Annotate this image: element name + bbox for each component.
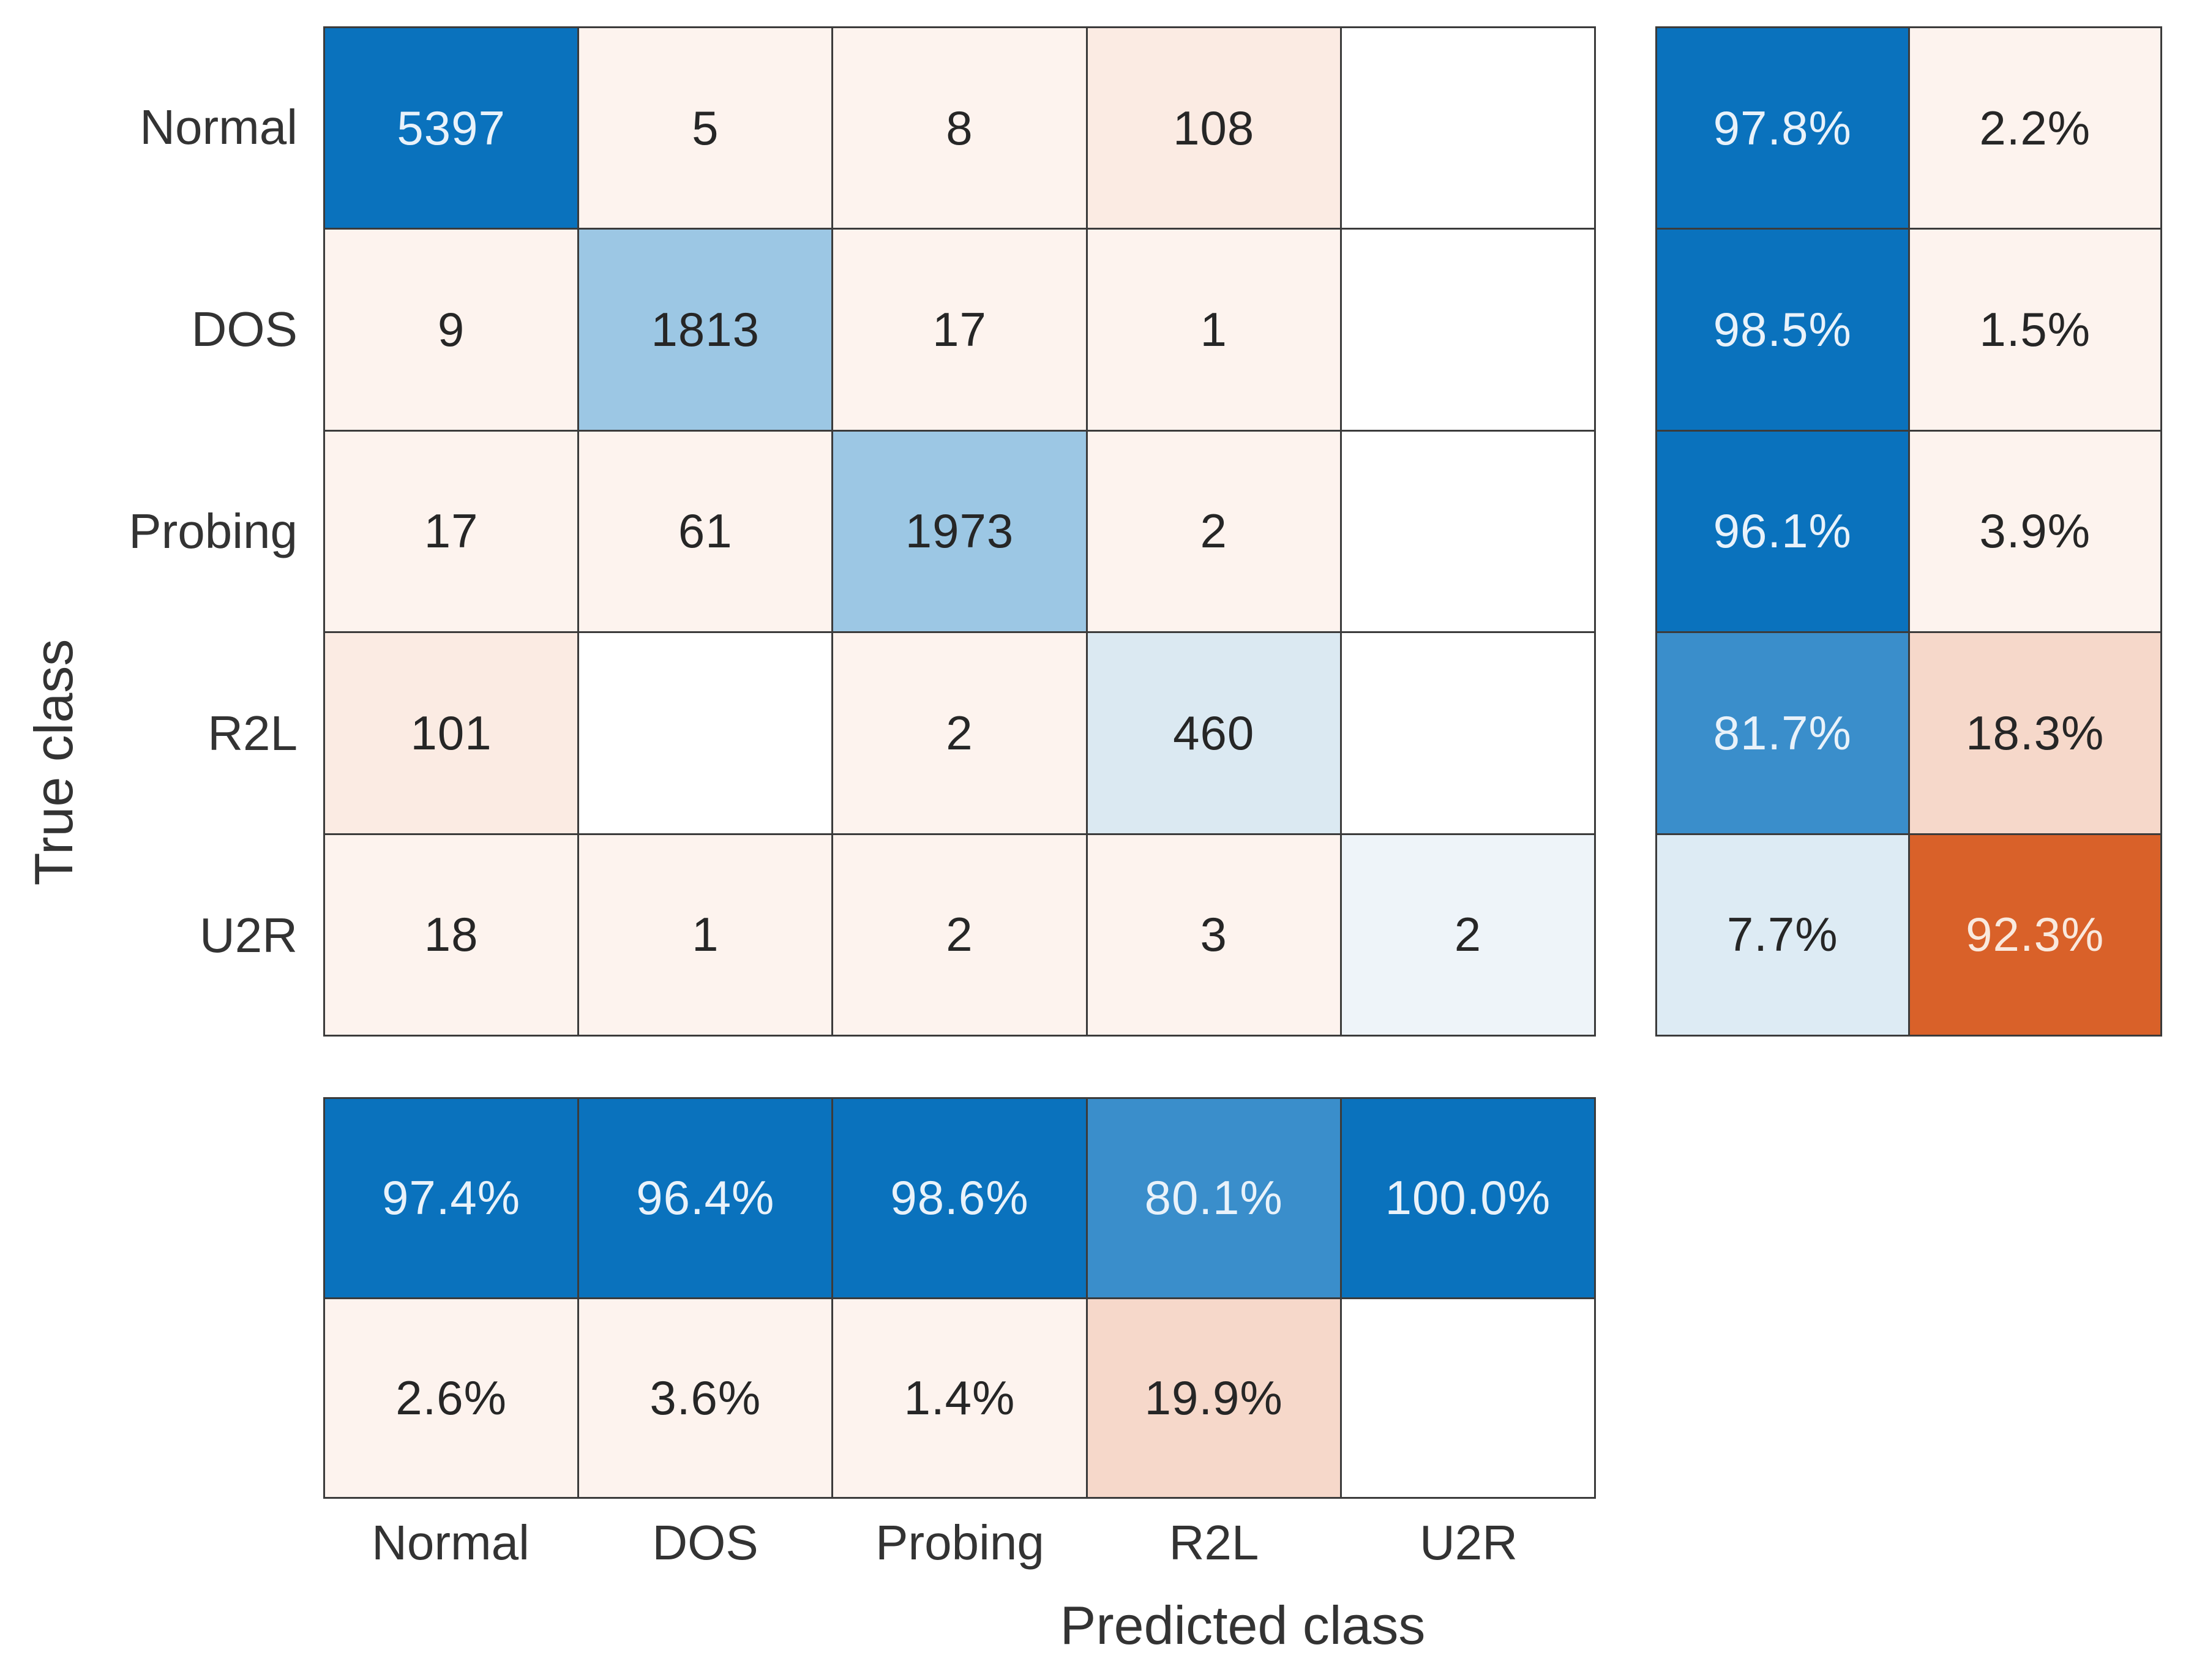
matrix-cell: 101 (325, 633, 580, 835)
matrix-cell: 1973 (833, 431, 1088, 634)
col-label-u2r: U2R (1419, 1515, 1518, 1570)
col-label-r2l: R2L (1169, 1515, 1259, 1570)
col-summary-cell: 3.6% (579, 1299, 834, 1499)
matrix-cell (1341, 431, 1596, 634)
column-summary-grid: 97.4% 96.4% 98.6% 80.1% 100.0% 2.6% 3.6%… (323, 1097, 1596, 1499)
col-summary-cell: 97.4% (325, 1099, 580, 1299)
matrix-cell: 2 (1087, 431, 1342, 634)
row-summary-cell: 98.5% (1657, 230, 1910, 432)
matrix-cell: 1 (1087, 230, 1342, 432)
matrix-cell (579, 633, 834, 835)
x-axis-label: Predicted class (1060, 1595, 1426, 1656)
matrix-cell: 5 (579, 28, 834, 230)
row-summary-cell: 18.3% (1909, 633, 2162, 835)
col-summary-cell: 80.1% (1087, 1099, 1342, 1299)
matrix-cell: 17 (833, 230, 1088, 432)
col-label-dos: DOS (652, 1515, 758, 1570)
matrix-cell: 8 (833, 28, 1088, 230)
col-summary-cell (1341, 1299, 1596, 1499)
row-summary-cell: 97.8% (1657, 28, 1910, 230)
col-summary-cell: 2.6% (325, 1299, 580, 1499)
row-summary-cell: 3.9% (1909, 431, 2162, 634)
matrix-cell: 61 (579, 431, 834, 634)
matrix-cell: 1813 (579, 230, 834, 432)
col-label-probing: Probing (875, 1515, 1044, 1570)
col-summary-cell: 1.4% (833, 1299, 1088, 1499)
matrix-cell: 2 (1341, 834, 1596, 1037)
row-label-probing: Probing (129, 504, 298, 558)
matrix-cell: 2 (833, 633, 1088, 835)
col-label-normal: Normal (372, 1515, 530, 1570)
matrix-cell: 17 (325, 431, 580, 634)
row-summary-cell: 92.3% (1909, 834, 2162, 1037)
matrix-cell: 5397 (325, 28, 580, 230)
matrix-cell: 1 (579, 834, 834, 1037)
col-summary-cell: 98.6% (833, 1099, 1088, 1299)
matrix-cell: 9 (325, 230, 580, 432)
row-summary-cell: 1.5% (1909, 230, 2162, 432)
row-label-normal: Normal (140, 100, 298, 154)
row-label-u2r: U2R (199, 908, 298, 962)
matrix-cell (1341, 230, 1596, 432)
row-summary-cell: 96.1% (1657, 431, 1910, 634)
matrix-cell: 3 (1087, 834, 1342, 1037)
col-summary-cell: 96.4% (579, 1099, 834, 1299)
row-label-dos: DOS (191, 302, 298, 356)
col-summary-cell: 100.0% (1341, 1099, 1596, 1299)
matrix-cell: 460 (1087, 633, 1342, 835)
matrix-cell: 108 (1087, 28, 1342, 230)
row-summary-cell: 7.7% (1657, 834, 1910, 1037)
matrix-cell (1341, 633, 1596, 835)
row-summary-grid: 97.8% 2.2% 98.5% 1.5% 96.1% 3.9% 81.7% 1… (1655, 26, 2162, 1037)
confusion-matrix-grid: 5397 5 8 108 9 1813 17 1 17 61 1973 2 10… (323, 26, 1596, 1037)
matrix-cell: 2 (833, 834, 1088, 1037)
matrix-cell (1341, 28, 1596, 230)
matrix-cell: 18 (325, 834, 580, 1037)
row-summary-cell: 2.2% (1909, 28, 2162, 230)
row-summary-cell: 81.7% (1657, 633, 1910, 835)
col-summary-cell: 19.9% (1087, 1299, 1342, 1499)
row-label-r2l: R2L (208, 706, 298, 760)
